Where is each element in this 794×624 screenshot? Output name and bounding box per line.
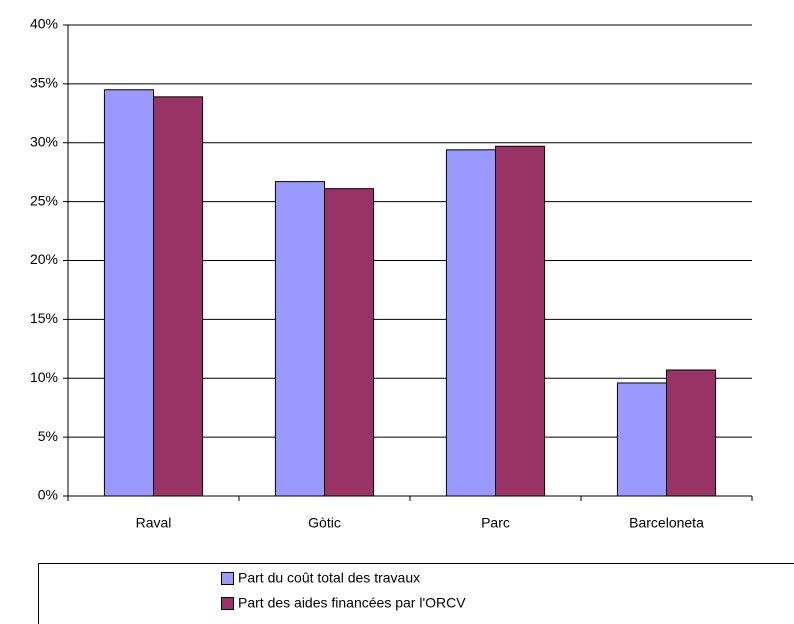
x-tick-label: Gòtic	[308, 515, 341, 531]
y-tick-label: 35%	[30, 75, 58, 91]
y-tick-label: 20%	[30, 251, 58, 267]
legend-label: Part des aides financées par l'ORCV	[238, 595, 466, 611]
x-tick-label: Parc	[481, 515, 510, 531]
bar	[495, 145, 546, 497]
y-tick-label: 10%	[30, 369, 58, 385]
bar	[103, 89, 154, 497]
legend-swatch	[221, 572, 234, 585]
legend-box	[38, 563, 794, 624]
legend-swatch	[221, 597, 234, 610]
legend-label: Part du coût total des travaux	[238, 570, 420, 586]
bar	[324, 188, 375, 497]
y-tick-label: 5%	[38, 428, 58, 444]
y-tick-label: 0%	[38, 487, 58, 503]
bar	[616, 382, 667, 497]
y-tick-label: 25%	[30, 192, 58, 208]
x-tick-label: Barceloneta	[629, 515, 704, 531]
bar	[445, 149, 497, 497]
bar	[274, 181, 326, 497]
y-tick-label: 15%	[30, 310, 58, 326]
x-tick-label: Raval	[136, 515, 172, 531]
bar	[153, 96, 204, 497]
bar	[666, 369, 717, 497]
y-tick-label: 40%	[30, 16, 58, 32]
y-tick-label: 30%	[30, 133, 58, 149]
